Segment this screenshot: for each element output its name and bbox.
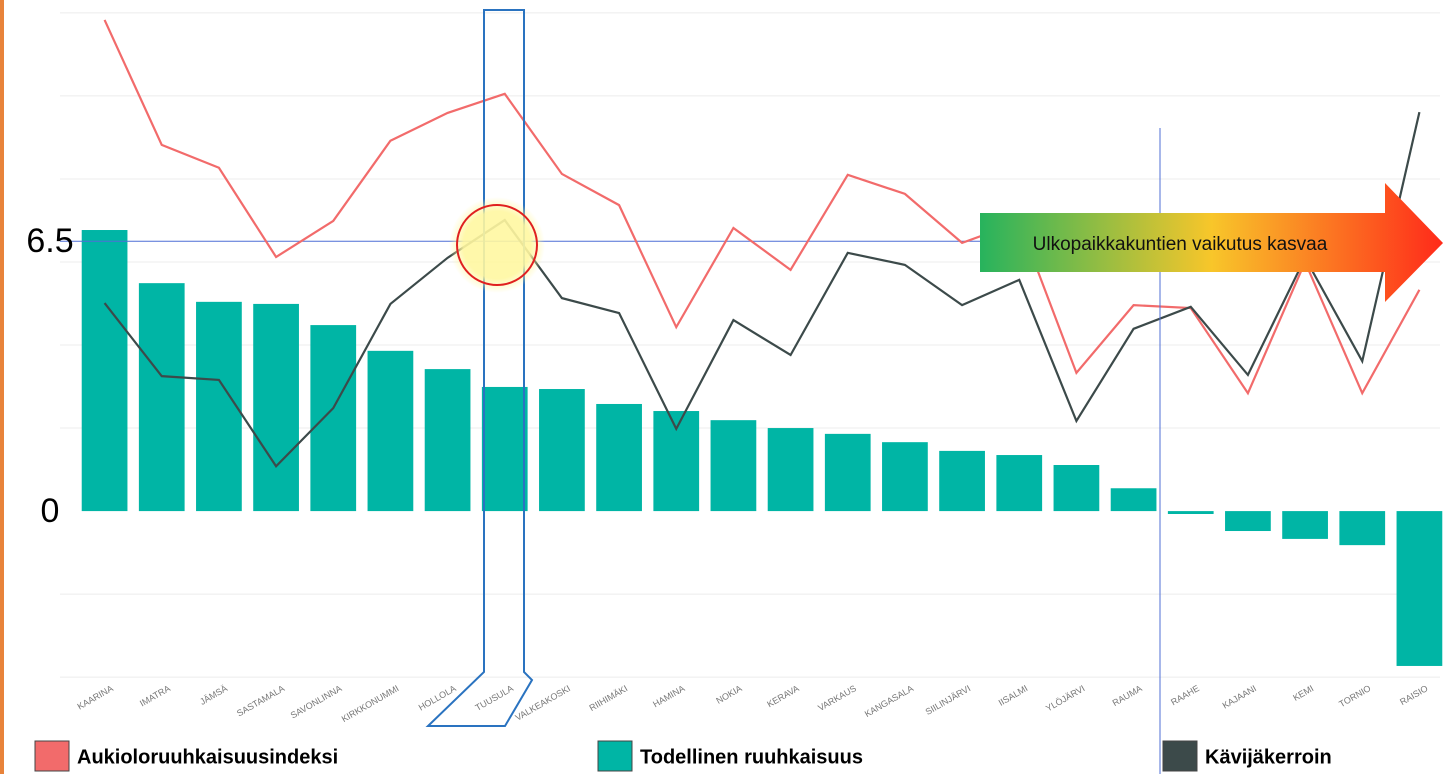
x-tick-label: JÄMSÄ <box>198 683 229 707</box>
highlight-ring <box>456 204 538 286</box>
x-tick-label: SAVONLINNA <box>289 683 344 720</box>
x-tick-label: KEMI <box>1291 683 1315 703</box>
bar <box>81 230 128 512</box>
x-tick-label: SASTAMALA <box>235 683 286 718</box>
y-tick-label: 0 <box>41 492 60 530</box>
bar <box>138 283 185 512</box>
line-series <box>103 19 1421 396</box>
bar <box>824 433 871 512</box>
x-tick-label: NOKIA <box>714 683 743 706</box>
x-tick-label: IISALMI <box>997 683 1030 708</box>
x-tick-label: KIRKKONUMMI <box>340 683 401 724</box>
bar <box>596 403 642 512</box>
legend-label: Kävijäkerroin <box>1205 746 1332 768</box>
bar <box>882 442 928 512</box>
bar <box>424 369 471 512</box>
bar <box>1110 488 1157 512</box>
x-tick-label: TORNIO <box>1337 683 1372 709</box>
x-tick-label: KAARINA <box>76 683 115 711</box>
bar <box>1053 465 1100 512</box>
x-tick-label: RAAHE <box>1169 683 1201 707</box>
bar <box>996 455 1043 512</box>
bar <box>653 411 700 512</box>
legend-swatch <box>597 740 633 772</box>
x-tick-label: KERAVA <box>765 683 800 709</box>
arrow <box>980 183 1443 302</box>
x-tick-label: RIIHIMÄKI <box>587 683 629 713</box>
line-series <box>103 111 1421 468</box>
bar <box>1396 511 1443 666</box>
x-tick-label: YLÖJÄRVI <box>1044 683 1087 713</box>
bar <box>939 450 985 512</box>
x-tick-label: RAUMA <box>1111 683 1144 708</box>
x-tick-label: RAISIO <box>1398 683 1429 707</box>
highlight-glow <box>449 197 545 293</box>
y-tick-label: 6.5 <box>26 222 73 260</box>
bar <box>253 303 299 512</box>
legend-swatch <box>34 740 70 772</box>
x-tick-label: TUUSULA <box>474 683 515 713</box>
legend-item: Aukioloruuhkaisuusindeksi <box>34 740 338 772</box>
x-tick-label: HOLLOLA <box>417 683 458 712</box>
x-tick-label: KANGASALA <box>863 683 915 719</box>
legend-item: Kävijäkerroin <box>1162 740 1332 772</box>
bar <box>481 386 528 512</box>
bar <box>367 350 414 512</box>
highlight-outline <box>425 9 534 727</box>
legend-item: Todellinen ruuhkaisuus <box>597 740 863 772</box>
x-tick-label: VARKAUS <box>816 683 858 713</box>
bar <box>1225 511 1271 532</box>
legend-label: Aukioloruuhkaisuusindeksi <box>77 746 338 768</box>
bar <box>1282 511 1328 539</box>
x-tick-label: IMATRA <box>138 683 172 708</box>
bar <box>539 389 585 512</box>
x-tick-label: HAMINA <box>651 683 686 709</box>
legend-swatch <box>1162 740 1198 772</box>
annotation: Ulkopaikkakuntien vaikutus kasvaa <box>1033 234 1328 255</box>
bar <box>196 301 242 512</box>
x-tick-label: VALKEAKOSKI <box>514 683 573 723</box>
bar <box>710 420 757 512</box>
bar <box>1339 511 1386 546</box>
legend-label: Todellinen ruuhkaisuus <box>640 746 863 768</box>
bar <box>310 325 357 512</box>
x-tick-label: SIILINJÄRVI <box>924 683 973 717</box>
x-tick-label: KAJAANI <box>1221 683 1258 710</box>
bar <box>767 428 814 512</box>
